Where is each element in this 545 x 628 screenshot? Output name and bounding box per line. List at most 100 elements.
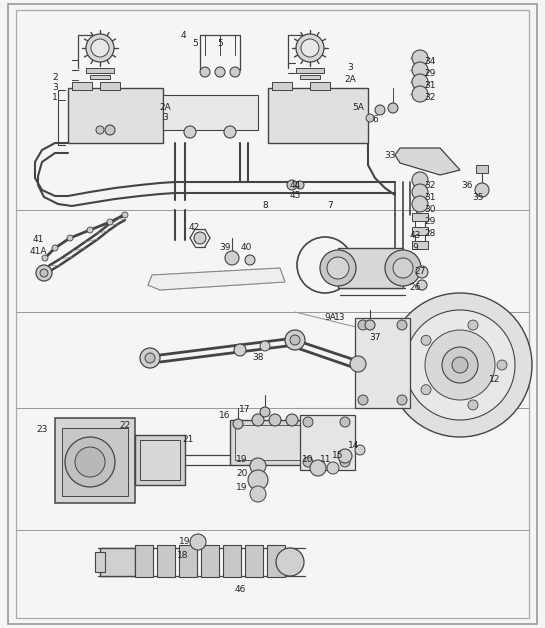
Bar [235,425,315,460]
Circle shape [303,457,313,467]
Text: 18: 18 [177,551,189,561]
Text: 39: 39 [219,244,231,252]
Bar [135,545,153,577]
Bar [268,88,368,143]
Bar [95,552,105,572]
Circle shape [260,407,270,417]
Circle shape [412,196,428,212]
Text: 12: 12 [489,376,501,384]
Circle shape [412,74,428,90]
Bar [230,420,320,465]
Circle shape [340,417,350,427]
Circle shape [250,486,266,502]
Text: 46: 46 [234,585,246,595]
Circle shape [468,320,478,330]
Bar [355,318,410,408]
Bar [296,68,324,73]
Circle shape [96,126,104,134]
Text: 3: 3 [52,82,58,92]
Circle shape [245,255,255,265]
Text: 22: 22 [119,421,131,430]
Circle shape [375,105,385,115]
Circle shape [405,310,515,420]
Text: 17: 17 [239,406,251,414]
Text: 43: 43 [409,230,421,239]
Bar [163,95,258,130]
Text: 19: 19 [179,538,191,546]
Circle shape [358,320,368,330]
Bar [68,88,163,143]
Bar [267,545,285,577]
Text: 37: 37 [370,333,381,342]
Text: 5A: 5A [352,104,364,112]
Bar [72,82,92,90]
Circle shape [296,34,324,62]
Circle shape [286,414,298,426]
Text: 2A: 2A [344,75,356,85]
Text: 11: 11 [320,455,332,465]
Circle shape [200,67,210,77]
Circle shape [290,335,300,345]
Text: 34: 34 [425,58,435,67]
Circle shape [145,353,155,363]
Circle shape [276,548,304,576]
Circle shape [397,320,407,330]
Text: 23: 23 [37,426,48,435]
Text: 44: 44 [289,180,301,190]
Circle shape [40,269,48,277]
Circle shape [388,293,532,437]
Text: 13: 13 [334,313,346,323]
Text: 14: 14 [348,441,360,450]
Text: 7: 7 [327,200,333,210]
Circle shape [252,414,264,426]
Text: 26: 26 [409,283,421,291]
Text: 5: 5 [217,38,223,48]
Bar [55,418,135,503]
Circle shape [230,67,240,77]
Circle shape [234,344,246,356]
Circle shape [425,330,495,400]
Bar [310,82,330,90]
Text: 15: 15 [332,450,344,460]
Circle shape [417,280,427,290]
Circle shape [287,180,297,190]
Bar [86,68,114,73]
Text: 9: 9 [412,244,418,252]
Circle shape [248,470,268,490]
Circle shape [105,125,115,135]
Text: 36: 36 [461,180,473,190]
Bar [412,213,428,221]
Circle shape [36,265,52,281]
Circle shape [107,219,113,225]
Circle shape [340,457,350,467]
Text: 10: 10 [302,455,314,465]
Text: 32: 32 [425,180,435,190]
Bar [135,435,185,485]
Text: 5: 5 [192,38,198,48]
Text: 31: 31 [424,193,436,202]
Circle shape [327,257,349,279]
Text: 6: 6 [372,116,378,124]
Circle shape [416,266,428,278]
Bar [140,440,180,480]
Text: 35: 35 [473,193,484,202]
Text: 45: 45 [289,190,301,200]
Bar [338,248,403,288]
Text: 33: 33 [384,151,396,160]
Circle shape [250,458,266,474]
Bar [476,165,488,173]
Text: 19: 19 [236,455,248,465]
Circle shape [67,235,73,241]
Circle shape [421,385,431,394]
Text: 30: 30 [424,205,436,214]
Circle shape [320,250,356,286]
Text: 16: 16 [219,411,231,420]
Circle shape [301,39,319,57]
Bar [100,82,120,90]
Circle shape [355,445,365,455]
Text: 32: 32 [425,94,435,102]
Text: 38: 38 [252,354,264,362]
Circle shape [412,50,428,66]
Circle shape [225,251,239,265]
Bar [62,428,128,496]
